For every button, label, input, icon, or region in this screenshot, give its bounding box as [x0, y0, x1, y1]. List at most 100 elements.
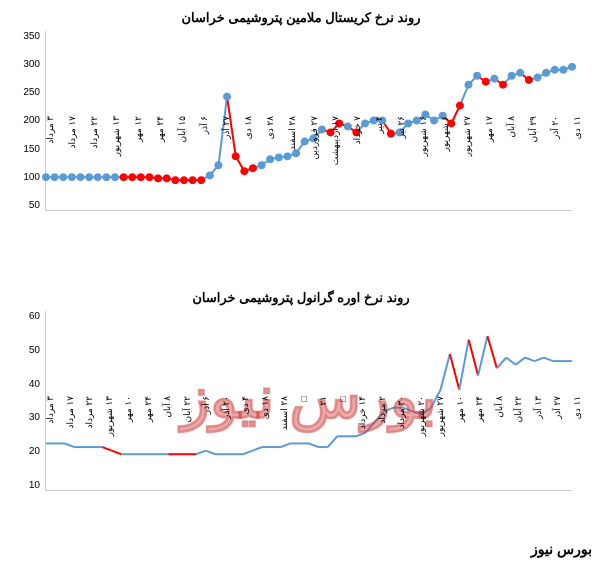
chart-segment	[506, 358, 515, 365]
x-tick: □	[338, 396, 348, 496]
x-tick: ۲۷ شهریور	[462, 116, 473, 216]
chart-segment	[516, 358, 525, 365]
x-tick: ۲ مرداد	[377, 396, 388, 496]
x-tick: ۱۸ دی	[260, 396, 271, 496]
chart-segment	[497, 358, 506, 369]
x-tick: ۷ خرداد	[352, 116, 363, 216]
x-tick: ۲۰ آذر	[550, 116, 561, 216]
x-tick: ۱۶ شهریور	[418, 116, 429, 216]
y-tick: 20	[5, 446, 40, 457]
x-tick: ۱۷ اردیبهشت	[330, 116, 341, 216]
x-tick: ۱۴ خرداد	[357, 396, 368, 496]
chart-marker	[456, 102, 464, 110]
y-tick: 10	[5, 480, 40, 491]
x-tick: ۸ آبان	[506, 116, 517, 216]
y-tick: 300	[5, 59, 40, 70]
chart-marker	[551, 66, 559, 74]
x-tick: ۱۰ مهر	[455, 396, 466, 496]
chart-marker	[232, 152, 240, 160]
x-tick: ۱۸ دی	[243, 116, 254, 216]
y-tick: 200	[5, 115, 40, 126]
x-tick: ۴ تیر	[374, 116, 385, 216]
x-tick: ۲۷ آذر	[552, 396, 563, 496]
y-tick: 350	[5, 31, 40, 42]
chart-marker	[516, 69, 524, 77]
x-tick: ۲۲ آبان	[182, 396, 193, 496]
x-tick: ۶ آذر	[199, 116, 210, 216]
y-tick: 50	[5, 345, 40, 356]
chart-segment	[459, 340, 468, 390]
chart-marker	[490, 75, 498, 83]
x-tick: ۲۲ آبان	[513, 396, 524, 496]
y-tick: 30	[5, 412, 40, 423]
x-tick: ۳ مرداد	[45, 116, 56, 216]
x-tick: ۲۴ مهر	[155, 116, 166, 216]
chart-marker	[499, 81, 507, 89]
x-tick: ۶ آذر	[201, 396, 212, 496]
x-tick: ۱۷ مرداد	[65, 396, 76, 496]
chart-segment	[544, 358, 553, 362]
x-tick: ۱۳ شهریور	[104, 396, 115, 496]
x-tick: ۲۸ اسفند	[279, 396, 290, 496]
x-tick: ۲۴ مهر	[474, 396, 485, 496]
chart1-title: روند نرخ کریستال ملامین پتروشیمی خراسان	[0, 0, 602, 31]
chart-marker	[464, 81, 472, 89]
chart-marker	[223, 93, 231, 101]
chart2-yaxis: 60 50 40 30 20 10	[5, 311, 40, 491]
chart-marker	[559, 66, 567, 74]
chart2-xaxis: ۳ مرداد۱۷ مرداد۲۲ مرداد۱۳ شهریور۱۰ مهر۲۴…	[45, 491, 572, 571]
x-tick: ۱۱ دی	[572, 116, 583, 216]
x-tick: ۲۰ شهریور	[416, 396, 427, 496]
chart-segment	[534, 358, 543, 362]
x-tick: ۶ شهریور	[440, 116, 451, 216]
chart-segment	[450, 354, 459, 390]
x-tick: ۲۰ آذر	[221, 396, 232, 496]
x-tick: ۲۶ تیر	[396, 116, 407, 216]
x-tick: ۱۲ مهر	[133, 116, 144, 216]
chart1-xaxis: ۳ مرداد۱۷ مرداد۲۲ مرداد۱۳ شهریور۱۲ مهر۲۴…	[45, 211, 572, 291]
chart-marker	[344, 122, 352, 130]
y-tick: 150	[5, 144, 40, 155]
chart-marker	[430, 117, 438, 125]
x-tick: ۲۷ شهریور	[435, 396, 446, 496]
x-tick: ۱۰ مهر	[123, 396, 134, 496]
x-tick: ۲۲ مرداد	[89, 116, 100, 216]
y-tick: 250	[5, 87, 40, 98]
chart-segment	[469, 340, 478, 376]
chart-segment	[525, 358, 534, 362]
chart-segment	[441, 354, 450, 390]
x-tick: ۴ دی	[240, 396, 251, 496]
x-tick: ۳ مرداد	[45, 396, 56, 496]
chart-marker	[525, 76, 533, 84]
x-tick: ۳۰ مرداد	[396, 396, 407, 496]
x-tick: ۲۱	[318, 396, 329, 496]
footer-brand: بورس نیوز	[531, 541, 592, 558]
x-tick: ۱۵ آبان	[177, 116, 188, 216]
chart-marker	[508, 72, 516, 80]
x-tick: ۱۷ مرداد	[67, 116, 78, 216]
y-tick: 40	[5, 379, 40, 390]
chart-marker	[482, 78, 490, 86]
x-tick: ۲۸ اسفند	[287, 116, 298, 216]
x-tick: ۱۳ آذر	[533, 396, 544, 496]
x-tick: ۲۸ دی	[265, 116, 276, 216]
x-tick: ۲۷ فروردین	[309, 116, 320, 216]
y-tick: 100	[5, 172, 40, 183]
chart-marker	[102, 173, 110, 181]
chart2-area: 605040302010 بورس نیوز ۳ مرداد۱۷ مرداد۲۲…	[45, 311, 572, 511]
chart-marker	[145, 173, 153, 181]
chart-marker	[301, 137, 309, 145]
y-tick: 60	[5, 311, 40, 322]
x-tick: ۸ آبان	[162, 396, 173, 496]
chart-segment	[309, 443, 318, 447]
chart-marker	[542, 69, 550, 77]
chart-marker	[568, 63, 576, 71]
chart2-title: روند نرخ اوره گرانول پتروشیمی خراسان	[0, 280, 602, 311]
chart-melamine: روند نرخ کریستال ملامین پتروشیمی خراسان …	[0, 0, 602, 260]
x-tick: ۱۳ شهریور	[111, 116, 122, 216]
chart-segment	[328, 436, 337, 447]
chart-segment	[478, 336, 487, 375]
x-tick: ۱۷ مهر	[484, 116, 495, 216]
x-tick: ۲۲ مرداد	[84, 396, 95, 496]
chart-marker	[533, 74, 541, 82]
